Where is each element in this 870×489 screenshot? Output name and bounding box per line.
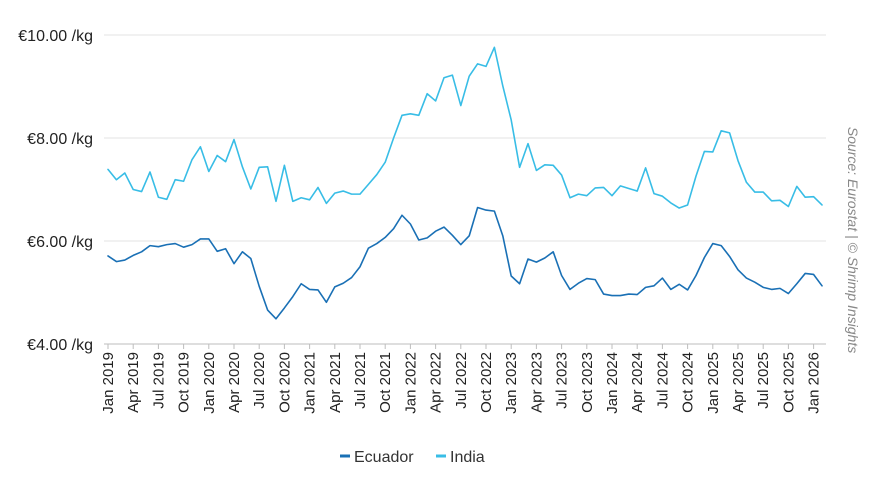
x-tick-label: Jan 2024 xyxy=(604,352,621,414)
x-tick-label: Jul 2025 xyxy=(755,352,772,409)
x-tick-label: Jul 2021 xyxy=(352,352,369,409)
y-axis: €10.00 /kg €8.00 /kg €6.00 /kg €4.00 /kg xyxy=(18,28,93,354)
y-tick-label: €8.00 /kg xyxy=(27,131,93,148)
x-tick-label: Jan 2019 xyxy=(100,352,117,414)
y-tick-label: €6.00 /kg xyxy=(27,234,93,251)
x-tick-label: Oct 2025 xyxy=(780,352,797,413)
x-tick-label: Jul 2020 xyxy=(251,352,268,409)
x-tick-label: Apr 2023 xyxy=(528,352,545,413)
x-tick-label: Oct 2019 xyxy=(176,352,193,413)
x-tick-label: Apr 2021 xyxy=(327,352,344,413)
x-tick-label: Jan 2025 xyxy=(705,352,722,414)
x-tick-label: Jul 2024 xyxy=(654,352,671,409)
grid-layer xyxy=(104,34,826,345)
x-tick-label: Apr 2020 xyxy=(226,352,243,413)
legend-label: India xyxy=(450,449,485,466)
x-tick-label: Apr 2025 xyxy=(730,352,747,413)
x-tick-label: Oct 2020 xyxy=(276,352,293,413)
x-tick-label: Jul 2019 xyxy=(150,352,167,409)
legend[interactable]: Ecuador India xyxy=(340,449,485,466)
x-tick-label: Jul 2023 xyxy=(554,352,571,409)
x-axis: Jan 2019 Apr 2019 Jul 2019 Oct 2019 Jan 2020… xyxy=(100,344,823,414)
legend-label: Ecuador xyxy=(354,449,414,466)
x-tick-label: Jan 2022 xyxy=(402,352,419,414)
x-tick-label: Jan 2026 xyxy=(806,352,823,414)
series-line-ecuador[interactable] xyxy=(107,206,823,320)
x-tick-label: Jan 2023 xyxy=(503,352,520,414)
x-tick-label: Apr 2022 xyxy=(428,352,445,413)
x-tick-label: Apr 2019 xyxy=(125,352,142,413)
x-tick-label: Jan 2021 xyxy=(302,352,319,414)
x-tick-label: Oct 2022 xyxy=(478,352,495,413)
legend-item-ecuador[interactable]: Ecuador xyxy=(340,449,414,466)
y-tick-label: €10.00 /kg xyxy=(18,28,93,45)
x-tick-label: Jul 2022 xyxy=(453,352,470,409)
x-tick-label: Oct 2021 xyxy=(377,352,394,413)
x-tick-label: Jan 2020 xyxy=(201,352,218,414)
source-note: Source: Eurostat | © Shrimp Insights xyxy=(845,127,861,353)
series-layer xyxy=(107,46,823,320)
x-tick-label: Oct 2024 xyxy=(680,352,697,413)
legend-item-india[interactable]: India xyxy=(436,449,485,466)
x-tick-label: Oct 2023 xyxy=(579,352,596,413)
series-line-india[interactable] xyxy=(107,46,823,209)
y-tick-label: €4.00 /kg xyxy=(27,337,93,354)
x-tick-label: Apr 2024 xyxy=(629,352,646,413)
